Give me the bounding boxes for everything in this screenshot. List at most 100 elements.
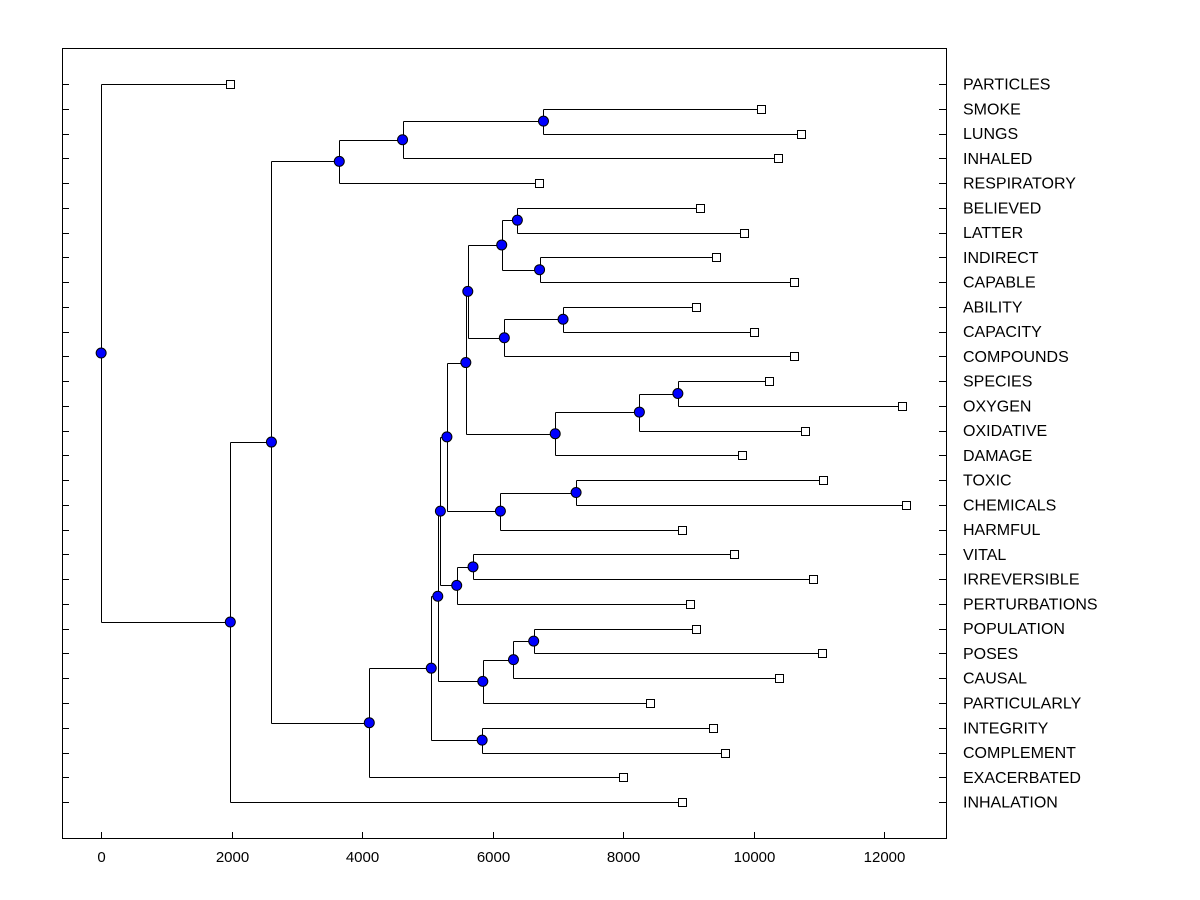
leaf-marker (790, 278, 799, 287)
x-tick-label: 6000 (477, 849, 510, 866)
merge-node (570, 487, 582, 499)
merge-node (467, 561, 479, 573)
leaf-marker (678, 526, 687, 535)
x-tick-label: 8000 (607, 849, 640, 866)
leaf-label: OXYGEN (963, 398, 1031, 415)
leaf-label: LUNGS (963, 126, 1018, 143)
leaf-marker (774, 154, 783, 163)
plot-frame (62, 48, 947, 839)
merge-node (432, 590, 444, 602)
leaf-marker (709, 724, 718, 733)
leaf-marker (902, 501, 911, 510)
merge-node (397, 134, 409, 146)
leaf-label: CAPACITY (963, 324, 1042, 341)
leaf-marker (801, 427, 810, 436)
leaf-marker (765, 377, 774, 386)
leaf-marker (535, 179, 544, 188)
x-tick-label: 0 (97, 849, 105, 866)
leaf-label: COMPOUNDS (963, 349, 1069, 366)
leaf-label: SMOKE (963, 101, 1021, 118)
leaf-marker (226, 80, 235, 89)
leaf-marker (757, 105, 766, 114)
leaf-marker (750, 328, 759, 337)
leaf-marker (775, 674, 784, 683)
merge-node (537, 115, 549, 127)
leaf-label: PARTICLES (963, 77, 1050, 94)
leaf-label: CAUSAL (963, 671, 1027, 688)
leaf-label: COMPLEMENT (963, 745, 1076, 762)
leaf-marker (790, 352, 799, 361)
leaf-label: PERTURBATIONS (963, 596, 1098, 613)
merge-node (95, 347, 107, 359)
leaf-label: POSES (963, 646, 1018, 663)
leaf-label: OXIDATIVE (963, 423, 1047, 440)
leaf-marker (819, 476, 828, 485)
leaf-marker (646, 699, 655, 708)
leaf-label: INTEGRITY (963, 720, 1049, 737)
leaf-label: POPULATION (963, 621, 1065, 638)
x-tick-label: 4000 (346, 849, 379, 866)
merge-node (507, 654, 519, 666)
merge-node (333, 155, 345, 167)
leaf-label: PARTICULARLY (963, 696, 1082, 713)
merge-node (476, 734, 488, 746)
merge-node (460, 357, 472, 369)
leaf-marker (738, 451, 747, 460)
leaf-marker (818, 649, 827, 658)
leaf-marker (696, 204, 705, 213)
leaf-marker (692, 303, 701, 312)
merge-node (672, 388, 684, 399)
leaf-marker (740, 229, 749, 238)
leaf-label: HARMFUL (963, 522, 1040, 539)
leaf-label: IRREVERSIBLE (963, 572, 1079, 589)
leaf-marker (712, 253, 721, 262)
leaf-label: LATTER (963, 225, 1023, 242)
merge-node (434, 505, 446, 517)
merge-node (265, 436, 277, 448)
leaf-label: INHALED (963, 151, 1032, 168)
node-layer (95, 115, 684, 746)
leaf-label: INDIRECT (963, 250, 1039, 267)
merge-node (528, 635, 540, 647)
merge-node (534, 264, 546, 276)
merge-node (224, 616, 236, 628)
x-tick-label: 2000 (216, 849, 249, 866)
leaf-label: INHALATION (963, 795, 1058, 812)
merge-node (511, 214, 523, 226)
merge-node (557, 313, 569, 325)
leaf-label: EXACERBATED (963, 770, 1081, 787)
leaf-marker (678, 798, 687, 807)
leaf-marker (898, 402, 907, 411)
leaf-label: CAPABLE (963, 275, 1036, 292)
leaf-marker (809, 575, 818, 584)
leaf-label: VITAL (963, 547, 1006, 564)
leaf-marker (692, 625, 701, 634)
x-tick-label: 12000 (864, 849, 906, 866)
merge-node (633, 406, 645, 418)
leaf-label: RESPIRATORY (963, 176, 1076, 193)
label-layer: PARTICLES SMOKE LUNGS INHALED RESPIRATORY BEL… (963, 77, 1098, 812)
merge-node (441, 431, 453, 443)
leaf-marker (619, 773, 628, 782)
leaf-label: CHEMICALS (963, 497, 1056, 514)
merge-node (549, 428, 561, 440)
merge-node (451, 579, 463, 591)
leaf-label: BELIEVED (963, 200, 1041, 217)
merge-node (477, 675, 489, 687)
leaf-layer (226, 80, 911, 807)
leaf-marker (797, 130, 806, 139)
merge-node (462, 285, 474, 297)
leaf-label: DAMAGE (963, 448, 1032, 465)
merge-node (494, 505, 506, 517)
x-tick-label: 10000 (734, 849, 776, 866)
leaf-marker (721, 749, 730, 758)
leaf-marker (730, 550, 739, 559)
leaf-marker (686, 600, 695, 609)
tick-layer: 0 2000 4000 6000 8000 10000 12000 (62, 84, 946, 866)
merge-node (363, 717, 375, 729)
leaf-label: ABILITY (963, 299, 1023, 316)
merge-node (498, 332, 510, 344)
leaf-label: SPECIES (963, 374, 1032, 391)
